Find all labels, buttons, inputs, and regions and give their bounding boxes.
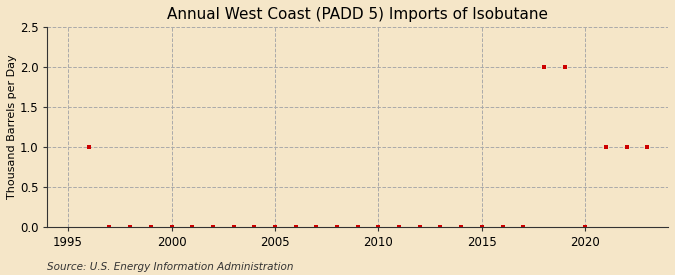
Title: Annual West Coast (PADD 5) Imports of Isobutane: Annual West Coast (PADD 5) Imports of Is… <box>167 7 548 22</box>
Y-axis label: Thousand Barrels per Day: Thousand Barrels per Day <box>7 55 17 199</box>
Text: Source: U.S. Energy Information Administration: Source: U.S. Energy Information Administ… <box>47 262 294 272</box>
